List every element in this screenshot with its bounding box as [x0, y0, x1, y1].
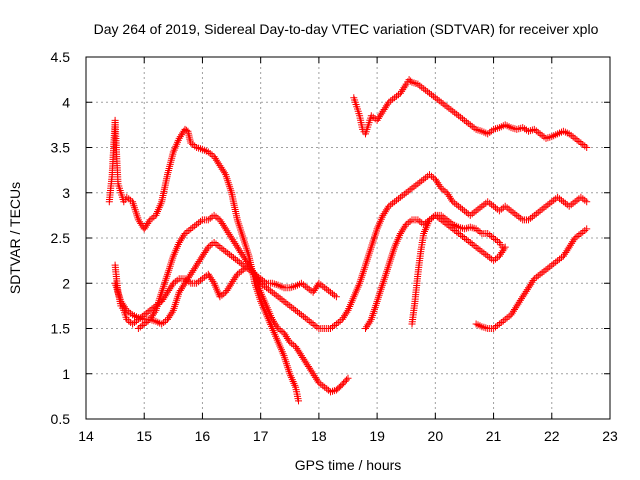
x-tick-label: 18	[311, 428, 327, 444]
series-markers	[408, 211, 506, 328]
y-tick-label: 3.5	[51, 140, 71, 156]
x-tick-label: 23	[602, 428, 618, 444]
data-series	[105, 76, 591, 405]
series-track-h	[472, 225, 591, 332]
y-axis-label: SDTVAR / TECUs	[7, 182, 23, 294]
y-tick-label: 2	[62, 275, 70, 291]
y-tick-label: 4	[62, 94, 70, 110]
series-track-c	[134, 171, 591, 332]
y-tick-label: 2.5	[51, 230, 71, 246]
series-track-f	[362, 211, 509, 332]
grid-lines	[86, 57, 610, 419]
x-tick-label: 16	[195, 428, 211, 444]
series-track-d	[111, 239, 340, 328]
x-tick-label: 14	[78, 428, 94, 444]
axis-ticks: 14 15 16 17 18 19 20 21 22 23 0.5 1 1.5 2 2.5 3 3.5 4 4.5	[51, 49, 618, 444]
chart-title: Day 264 of 2019, Sidereal Day-to-day VTE…	[94, 21, 599, 37]
x-tick-label: 20	[428, 428, 444, 444]
series-markers	[111, 239, 340, 328]
x-axis-label: GPS time / hours	[295, 457, 402, 473]
y-tick-label: 3	[62, 185, 70, 201]
x-tick-label: 17	[253, 428, 269, 444]
series-markers	[105, 116, 302, 405]
y-tick-label: 4.5	[51, 49, 71, 65]
series-markers	[472, 225, 591, 332]
series-markers	[362, 211, 509, 332]
y-tick-label: 1	[62, 366, 70, 382]
x-tick-label: 15	[136, 428, 152, 444]
x-tick-label: 19	[369, 428, 385, 444]
series-track-e	[350, 76, 591, 151]
y-tick-label: 0.5	[51, 411, 71, 427]
x-tick-label: 21	[486, 428, 502, 444]
y-tick-label: 1.5	[51, 321, 71, 337]
series-markers	[134, 171, 591, 332]
series-markers	[350, 76, 591, 151]
series-track-a	[105, 116, 302, 405]
x-tick-label: 22	[544, 428, 560, 444]
series-track-g	[408, 211, 506, 328]
